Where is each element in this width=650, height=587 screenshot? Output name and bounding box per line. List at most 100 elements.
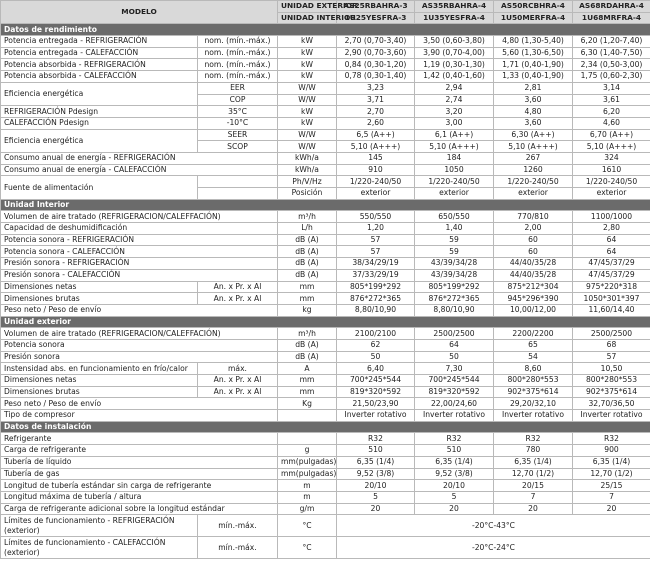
value-cell: 2,00: [493, 222, 573, 235]
unit-cell: dB (A): [277, 233, 337, 247]
value-cell: 876*272*365: [414, 292, 494, 305]
value-cell: -20°C-43°C: [336, 514, 650, 538]
table-row: SCOP W/W 5,10 (A+++) 5,10 (A+++) 5,10 (A+++)…: [1, 140, 650, 153]
model-cell: 1U35YESFRA-4: [414, 11, 494, 25]
model-cell: 1U50MERFRA-4: [493, 11, 573, 25]
unit-cell: mm: [277, 385, 337, 399]
value-cell: 0,78 (0,30-1,40): [336, 70, 415, 83]
table-row: Posición exterior exterior exterior exterior: [1, 187, 650, 200]
row-label: Fuente de alimentación: [0, 175, 198, 200]
table-row: Instensidad abs. en funcionamiento en fr…: [0, 362, 650, 375]
value-cell: 10,50: [572, 362, 650, 375]
unit-cell: kW: [277, 35, 337, 48]
value-cell: 20: [336, 502, 415, 516]
row-label: Potencia sonora - CALEFACCIÓN: [0, 245, 278, 259]
value-cell: 6,35 (1/4): [572, 455, 650, 469]
value-cell: 900: [572, 444, 650, 457]
section-title: Datos de instalación: [0, 420, 650, 434]
model-cell: 1U25YESFRA-3: [336, 11, 415, 25]
unit-cell: mm: [277, 292, 337, 305]
value-cell: 44/40/35/28: [493, 268, 573, 282]
table-row: Carga de refrigerante adicional sobre la…: [0, 502, 650, 516]
table-row: Potencia entregada - REFRIGERACIÓN nom. (…: [0, 35, 650, 48]
value-cell: 2,60: [336, 116, 415, 130]
table-row: Datos de instalación: [0, 420, 650, 434]
unit-cell: mm(pulgadas): [277, 467, 337, 481]
sub-label: An. x Pr. x Al: [197, 280, 278, 294]
value-cell: 20: [414, 502, 494, 516]
value-cell: exterior: [414, 187, 494, 200]
row-label: Tipo de compresor: [0, 409, 278, 422]
value-cell: 902*375*614: [493, 385, 573, 399]
row-label: Eficiencia energética: [0, 81, 198, 107]
unit-cell: mm(pulgadas): [277, 455, 337, 469]
value-cell: 2500/2500: [572, 327, 650, 340]
value-cell: exterior: [572, 187, 650, 200]
value-cell: 6,30 (A++): [493, 128, 573, 142]
value-cell: 910: [336, 163, 415, 177]
value-cell: 876*272*365: [336, 292, 415, 305]
unit-cell: dB (A): [277, 338, 337, 352]
table-row: Longitud de tubería estándar sin carga d…: [0, 479, 650, 492]
value-cell: 29,20/32,10: [493, 397, 573, 411]
value-cell: 6,1 (A++): [414, 128, 494, 142]
value-cell: 9,52 (3/8): [336, 467, 415, 481]
row-label: Presión sonora - REFRIGERACIÓN: [0, 257, 278, 270]
sub-label: nom. (mín.-máx.): [197, 46, 278, 60]
row-label: Peso neto / Peso de envío: [0, 397, 278, 411]
value-cell: 11,60/14,40: [572, 303, 650, 317]
sub-label: mín.-máx.: [197, 514, 278, 538]
value-cell: -20°C-24°C: [336, 536, 650, 560]
table-row: CALEFACCIÓN Pdesign -10°C kW 2,60 3,00 3,60 4,…: [0, 116, 650, 130]
value-cell: 510: [414, 444, 494, 457]
row-label: Longitud máxima de tubería / altura: [0, 490, 278, 504]
unit-cell: kW: [277, 70, 337, 83]
value-cell: 60: [493, 233, 573, 247]
value-cell: 1,33 (0,40-1,90): [493, 70, 573, 83]
unit-cell: Ph/V/Hz: [277, 175, 337, 188]
value-cell: 819*320*592: [414, 385, 494, 399]
value-cell: Inverter rotativo: [572, 409, 650, 422]
value-cell: 59: [414, 233, 494, 247]
value-cell: 2,70: [336, 105, 415, 118]
table-row: Dimensiones brutas An. x Pr. x Al mm 876*27…: [0, 292, 650, 305]
unit-cell: g/m: [277, 502, 337, 516]
sub-label: An. x Pr. x Al: [197, 374, 278, 387]
sub-label: -10°C: [197, 116, 278, 130]
value-cell: 6,5 (A++): [336, 128, 415, 142]
value-cell: 3,71: [336, 93, 415, 107]
table-row: Refrigerante R32 R32 R32 R32: [0, 432, 650, 446]
row-label: Eficiencia energética: [0, 128, 198, 153]
value-cell: exterior: [493, 187, 573, 200]
value-cell: 800*280*553: [493, 374, 573, 387]
value-cell: 1260: [493, 163, 573, 177]
value-cell: 7,30: [414, 362, 494, 375]
row-label: Volumen de aire tratado (REFRIGERACION/C…: [0, 327, 278, 340]
table-row: Fuente de alimentación Ph/V/Hz 1/220-240/5…: [0, 175, 650, 200]
unit-cell: kWh/a: [277, 151, 337, 165]
section-title: Unidad exterior: [0, 315, 650, 329]
row-label: Capacidad de deshumidificación: [0, 222, 278, 235]
value-cell: 59: [414, 245, 494, 259]
value-cell: 64: [414, 338, 494, 352]
table-row: MODELO UNIDAD EXTERIOR AS25RBAHRA-3 AS35RBA…: [0, 0, 650, 25]
header-cell: MODELO: [0, 0, 278, 25]
unit-cell: kg: [277, 303, 337, 317]
value-cell: 6,20 (1,20-7,40): [572, 35, 650, 48]
table-row: Potencia sonora - REFRIGERACIÓN dB (A) 57 5…: [0, 233, 650, 247]
value-cell: 6,35 (1/4): [493, 455, 573, 469]
value-cell: 5: [414, 490, 494, 504]
value-cell: 2,70 (0,70-3,40): [336, 35, 415, 48]
value-cell: 819*320*592: [336, 385, 415, 399]
value-cell: 57: [336, 233, 415, 247]
sub-label: 35°C: [197, 105, 278, 118]
row-label: Potencia sonora: [0, 338, 278, 352]
value-cell: 4,80 (1,30-5,40): [493, 35, 573, 48]
sub-label: mín.-máx.: [197, 536, 278, 560]
table-row: Potencia sonora dB (A) 62 64 65 68: [0, 338, 650, 352]
table-row: Presión sonora - REFRIGERACIÓN dB (A) 38/3…: [0, 257, 650, 270]
table-row: Eficiencia energética EER W/W 3,23 2,94 2,81 3…: [0, 81, 650, 107]
model-cell: AS25RBAHRA-3: [336, 0, 415, 13]
row-label: Potencia sonora - REFRIGERACIÓN: [0, 233, 278, 247]
